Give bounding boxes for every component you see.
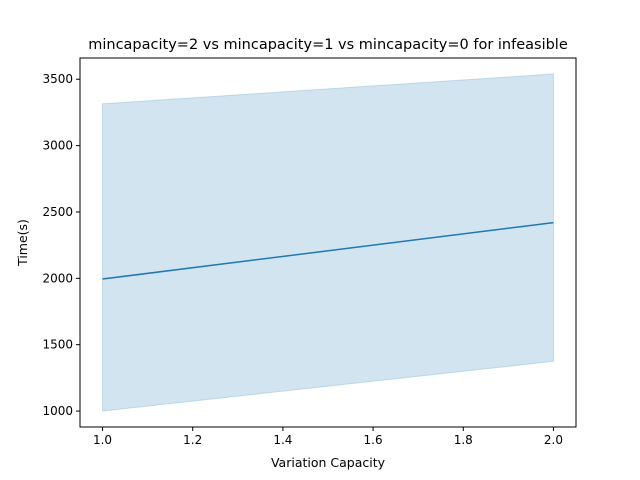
x-tick-label: 1.8: [454, 433, 473, 447]
y-tick-label: 1500: [42, 338, 73, 352]
y-tick-label: 3500: [42, 72, 73, 86]
x-axis-label: Variation Capacity: [271, 455, 386, 470]
series-line-0: [102, 221, 554, 280]
confidence-band-0: [102, 73, 554, 412]
y-tick-label: 1000: [42, 404, 73, 418]
x-tick-label: 1.4: [273, 433, 292, 447]
plot-frame: [79, 57, 577, 428]
y-tick-label: 2000: [42, 271, 73, 285]
y-tick-label: 2500: [42, 205, 73, 219]
x-tick-label: 1.2: [183, 433, 202, 447]
y-axis: 1000 1500 2000 2500 3000 3500: [42, 72, 80, 418]
x-tick-label: 1.6: [364, 433, 383, 447]
chart-title: mincapacity=2 vs mincapacity=1 vs mincap…: [88, 37, 568, 53]
x-axis: 1.0 1.2 1.4 1.6 1.8 2.0: [93, 427, 563, 447]
x-tick-label: 2.0: [544, 433, 563, 447]
x-tick-label: 1.0: [93, 433, 112, 447]
y-axis-label: Time(s): [15, 219, 30, 267]
plot-area: [102, 73, 554, 412]
y-tick-label: 3000: [42, 139, 73, 153]
